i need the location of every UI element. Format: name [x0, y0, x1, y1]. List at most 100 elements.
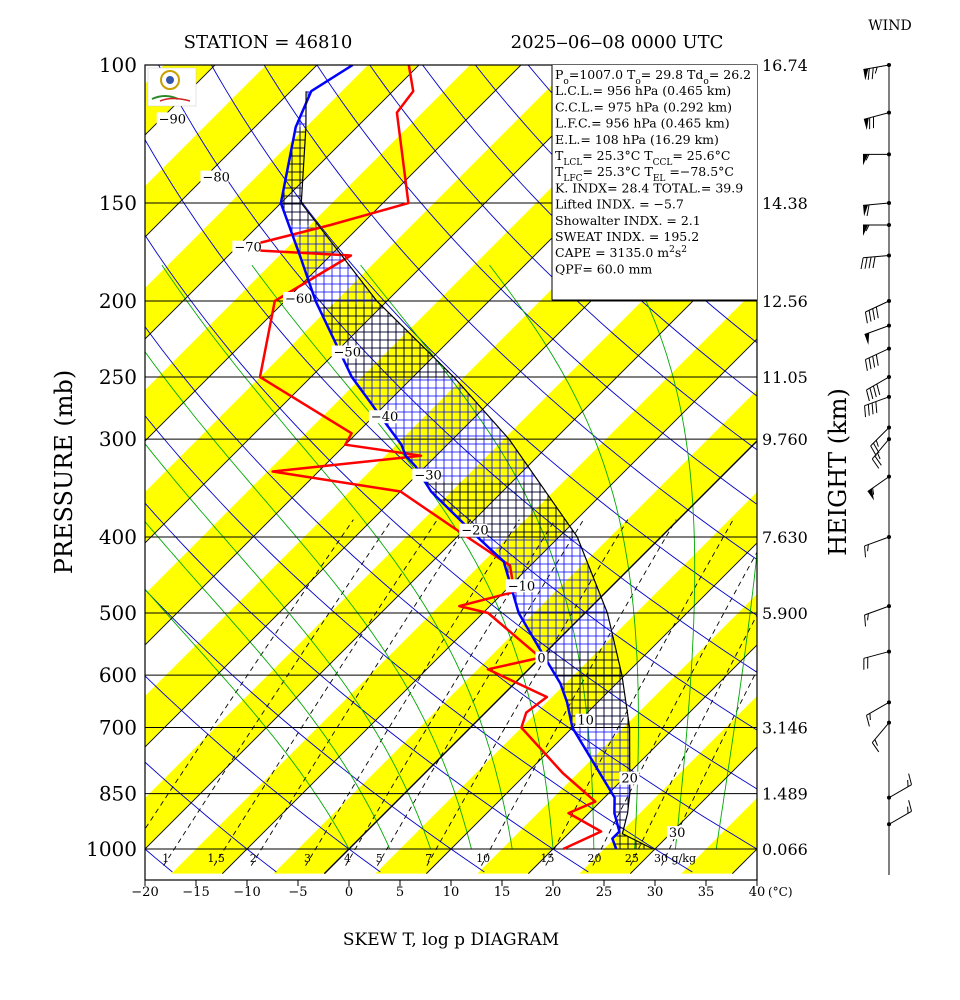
wind-barb-feather: [867, 544, 869, 552]
x-tick-label: −5: [288, 885, 307, 900]
dry-adiabat: [145, 675, 381, 873]
wind-barb: [864, 394, 891, 418]
wind-barb-staff: [865, 300, 890, 313]
isotherm-label-bg: [156, 112, 185, 126]
time-label: 2025‒06‒08 0000 UTC: [511, 32, 724, 53]
wind-barb-feather: [865, 715, 870, 727]
wind-barb-pennant: [867, 488, 875, 501]
hatched-band: [612, 797, 653, 849]
wind-barb-pennant: [863, 68, 869, 81]
isotherm-label-bg: [666, 826, 687, 840]
mixing-ratio-label: 25: [625, 852, 639, 865]
x-axis-unit: (°C): [768, 885, 793, 899]
wind-barb-feather: [876, 452, 881, 460]
mixing-ratio-line: [345, 519, 556, 866]
wind-barb: [863, 223, 891, 237]
dry-adiabat: [145, 414, 693, 873]
isotherm-label-bg: [619, 771, 640, 785]
mixing-ratio-line: [250, 519, 472, 866]
wind-barb-staff: [864, 605, 890, 616]
info-lines: Po=1007.0 To= 29.8 Tdo= 26.2L.C.L.= 956 …: [555, 67, 751, 276]
wind-barb-pennant: [864, 332, 870, 345]
wind-barb-staff: [888, 784, 912, 799]
wind-barb-feather: [874, 739, 878, 746]
x-tick-label: 0: [345, 885, 353, 900]
pressure-tick-label: 1000: [86, 837, 137, 861]
moist-adiabat: [628, 264, 696, 850]
info-line: Po=1007.0 To= 29.8 Tdo= 26.2: [555, 67, 751, 87]
wind-barb: [863, 63, 891, 81]
dry-adiabat: [145, 589, 485, 873]
wind-barb-feather: [864, 311, 868, 324]
mixing-ratio-line: [213, 519, 438, 866]
wind-barb-feather: [874, 455, 882, 466]
wind-barb-feather: [871, 67, 874, 80]
temperature-band: [145, 186, 757, 850]
isotherm-label: 30: [669, 826, 686, 841]
height-tick-label: 3.146: [762, 719, 808, 738]
moist-adiabat: [145, 520, 391, 850]
x-tick-label: 40: [749, 885, 766, 900]
mixing-ratio-line: [661, 669, 757, 866]
wind-barb-feather: [864, 359, 868, 371]
isotherm-label: −50: [334, 345, 361, 360]
hatched-band: [541, 651, 630, 728]
isotherm-label: 10: [577, 714, 594, 729]
isotherm-line: [145, 65, 522, 442]
isotherm-label: −90: [159, 112, 186, 127]
wind-barb: [863, 110, 891, 130]
wind-barb-pennant: [863, 225, 868, 237]
height-tick-label: 7.630: [762, 528, 808, 547]
x-tick-label: 5: [396, 885, 404, 900]
height-tick-label: 1.489: [762, 785, 808, 804]
mixing-ratio-label: 7: [425, 852, 432, 865]
pressure-tick-label: 300: [99, 427, 137, 451]
wind-barb-staff: [863, 255, 890, 259]
dry-adiabat: [145, 138, 757, 731]
height-tick-label: 0.066: [762, 840, 808, 859]
wind-barb-feather: [875, 440, 879, 447]
pressure-tick-label: 150: [99, 191, 137, 215]
info-line: L.F.C.= 956 hPa (0.465 km): [555, 116, 730, 131]
isotherm-label: 0: [537, 652, 545, 667]
wind-barb-feather: [864, 405, 867, 418]
wind-barb-feather: [864, 614, 867, 627]
wind-barb-feather: [866, 204, 870, 217]
info-line: E.L.= 108 hPa (16.29 km): [555, 132, 719, 147]
mixing-ratio-label: 4: [344, 852, 351, 865]
wind-barb-feather: [875, 306, 879, 319]
wind-barb: [871, 720, 891, 753]
wind-barb-staff: [870, 427, 890, 447]
info-box: Po=1007.0 To= 29.8 Tdo= 26.2L.C.L.= 956 …: [551, 65, 757, 301]
isotherm-label: −70: [234, 241, 261, 256]
wind-barb-dot: [887, 253, 891, 258]
info-line: L.C.L.= 956 hPa (0.465 km): [555, 83, 731, 98]
pressure-tick-label: 850: [99, 782, 137, 806]
wind-profile: [860, 63, 913, 875]
wind-barb-feather: [869, 387, 874, 400]
wind-barb-feather: [875, 401, 878, 414]
wind-barb-feather: [871, 742, 880, 753]
wind-barb-feather: [876, 383, 881, 396]
pressure-tick-label: 700: [99, 716, 137, 740]
x-tick-label: −15: [182, 885, 209, 900]
isotherm-labels: −90 −80 −70 −60 −50 −40 −30 −20 −10 0 10 20 30: [156, 112, 687, 841]
mixing-ratio-line: [377, 519, 584, 866]
wind-barb-staff: [863, 651, 890, 659]
wind-barb: [864, 535, 891, 558]
mixing-ratio-line: [629, 614, 757, 866]
info-line: TLCL= 25.3°C TCCL= 25.6°C: [555, 148, 730, 168]
x-tick-label: −10: [233, 885, 260, 900]
x-tick-label: 15: [494, 885, 511, 900]
wind-title: WIND: [868, 18, 911, 34]
isotherm-label-bg: [331, 345, 360, 359]
wind-barb-staff: [865, 348, 890, 361]
parcel-path: [300, 91, 654, 850]
height-tick-label: 16.74: [762, 56, 808, 75]
mixing-ratio-label: 3: [304, 852, 311, 865]
wind-barb-feather: [864, 257, 868, 269]
temperature-profile: [279, 65, 621, 850]
wind-barb: [863, 649, 891, 670]
isotherm-label-bg: [232, 240, 261, 254]
